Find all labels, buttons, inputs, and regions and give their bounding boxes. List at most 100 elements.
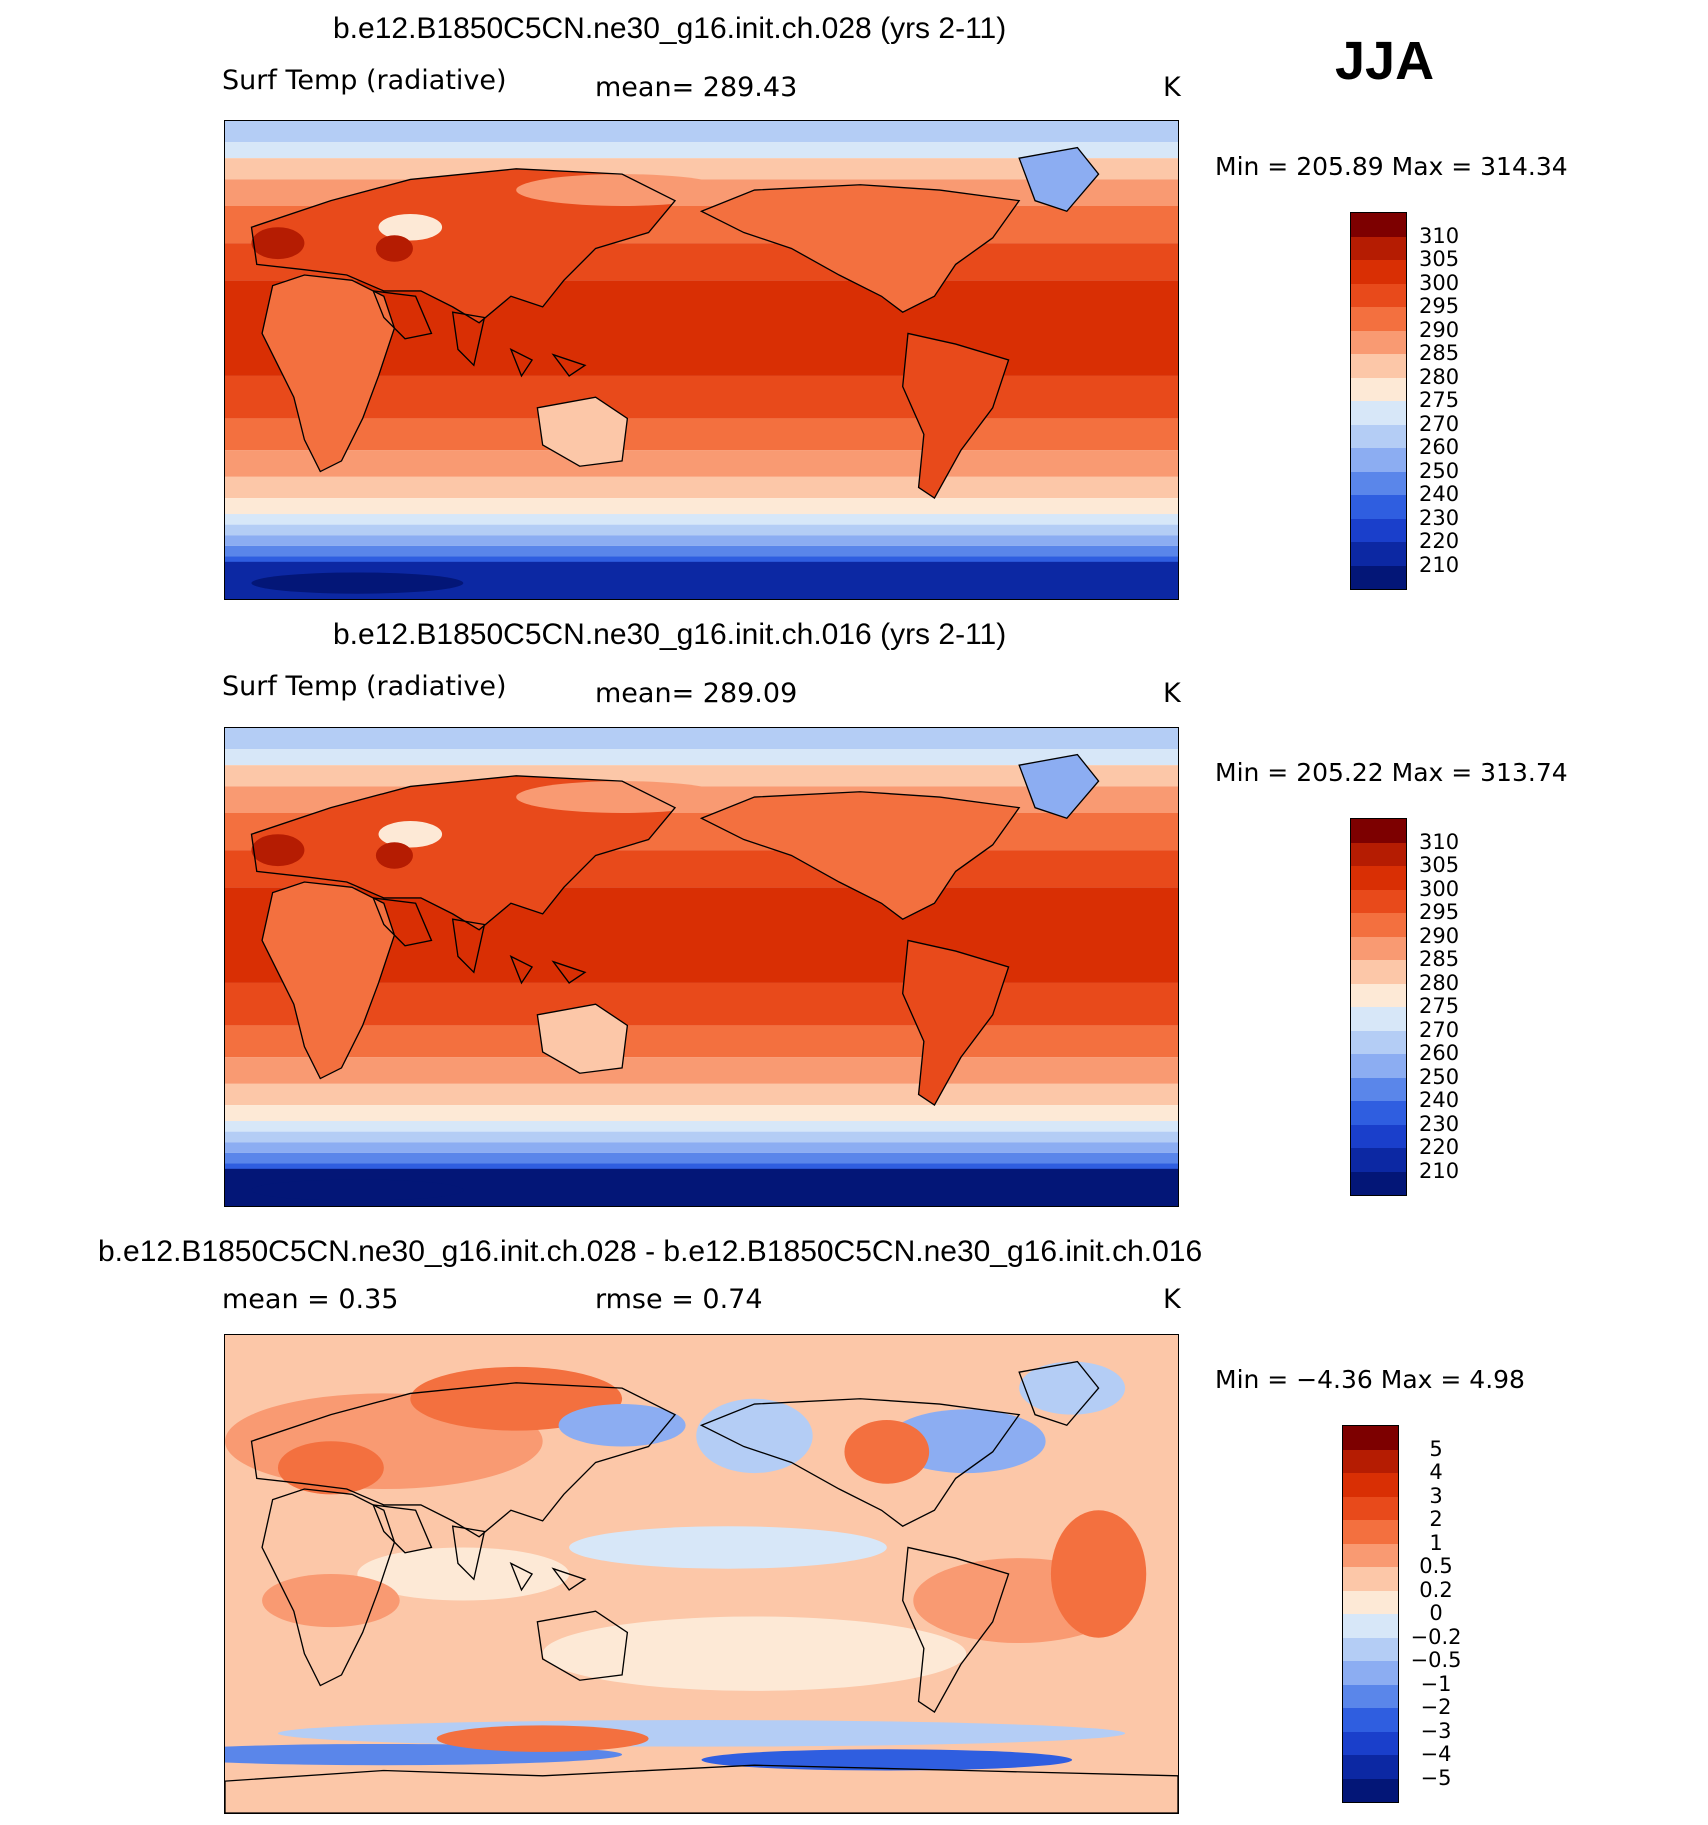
colorbar-cell <box>1351 842 1406 866</box>
colorbar-cell <box>1343 1684 1398 1708</box>
colorbar-tick-label: 285 <box>1419 341 1460 365</box>
panel1-map <box>224 120 1179 600</box>
colorbar-tick-label: 290 <box>1419 317 1460 342</box>
colorbar-cell <box>1351 960 1406 984</box>
colorbar-tick-label: 285 <box>1419 947 1460 971</box>
colorbar-tick-label: 305 <box>1419 853 1460 877</box>
colorbar-cell <box>1351 260 1406 284</box>
colorbar-cell <box>1351 236 1406 260</box>
colorbar-cell <box>1351 377 1406 401</box>
panel1-mean-label: mean= 289.43 <box>595 72 798 103</box>
panel3-map <box>224 1334 1179 1814</box>
panel1-minmax: Min = 205.89 Max = 314.34 <box>1215 152 1568 181</box>
colorbar-cell <box>1343 1426 1398 1450</box>
colorbar-tick-label: 0.2 <box>1419 1577 1453 1602</box>
colorbar-cell <box>1343 1543 1398 1567</box>
colorbar-cell <box>1351 471 1406 495</box>
panel1-variable-label: Surf Temp (radiative) <box>222 65 507 96</box>
colorbar-cell <box>1351 1101 1406 1125</box>
colorbar-cell <box>1351 424 1406 448</box>
colorbar-tick-label: −1 <box>1420 1671 1452 1696</box>
colorbar-cell <box>1343 1590 1398 1614</box>
season-label: JJA <box>1335 31 1435 91</box>
colorbar-cell <box>1351 565 1406 589</box>
colorbar-cell <box>1351 213 1406 237</box>
colorbar-tick-label: 305 <box>1419 247 1460 271</box>
colorbar-tick-label: 275 <box>1419 994 1460 1018</box>
panel2-colorbar <box>1350 818 1407 1196</box>
colorbar-tick-label: 310 <box>1419 223 1460 248</box>
colorbar-cell <box>1351 354 1406 378</box>
colorbar-cell <box>1351 1148 1406 1172</box>
colorbar-tick-label: 270 <box>1419 411 1460 436</box>
panel1-units: K <box>1163 72 1181 103</box>
colorbar-tick-label: 250 <box>1419 1064 1460 1089</box>
colorbar-cell <box>1351 1007 1406 1031</box>
colorbar-tick-label: 280 <box>1419 970 1460 995</box>
colorbar-tick-label: −0.5 <box>1410 1648 1462 1672</box>
panel2-title: b.e12.B1850C5CN.ne30_g16.init.ch.016 (yr… <box>333 618 1007 651</box>
colorbar-cell <box>1351 330 1406 354</box>
colorbar-tick-label: 240 <box>1419 482 1460 506</box>
colorbar-tick-label: 230 <box>1419 505 1460 530</box>
colorbar-tick-label: −2 <box>1420 1695 1452 1719</box>
colorbar-tick-label: 5 <box>1429 1436 1443 1461</box>
colorbar-cell <box>1351 913 1406 937</box>
panel2-variable-label: Surf Temp (radiative) <box>222 671 507 702</box>
colorbar-tick-label: −4 <box>1420 1742 1452 1766</box>
colorbar-tick-label: 295 <box>1419 900 1460 924</box>
colorbar-tick-label: 300 <box>1419 270 1460 295</box>
panel2-mean-label: mean= 289.09 <box>595 678 798 709</box>
panel2-minmax: Min = 205.22 Max = 313.74 <box>1215 758 1568 787</box>
panel3-title: b.e12.B1850C5CN.ne30_g16.init.ch.028 - b… <box>98 1235 1203 1268</box>
map-field <box>225 1335 1178 1813</box>
colorbar-cell <box>1343 1520 1398 1544</box>
colorbar-cell <box>1351 1030 1406 1054</box>
colorbar-tick-label: −0.2 <box>1410 1624 1462 1649</box>
map-field <box>225 728 1178 1206</box>
panel3-minmax: Min = −4.36 Max = 4.98 <box>1215 1365 1525 1394</box>
colorbar-cell <box>1351 495 1406 519</box>
colorbar-cell <box>1351 936 1406 960</box>
panel2-units: K <box>1163 678 1181 709</box>
colorbar-tick-label: 0 <box>1429 1601 1443 1625</box>
colorbar-tick-label: 0.5 <box>1419 1554 1453 1578</box>
colorbar-tick-label: 290 <box>1419 923 1460 948</box>
colorbar-cell <box>1351 1171 1406 1195</box>
colorbar-cell <box>1343 1496 1398 1520</box>
panel3-mean-label: mean = 0.35 <box>222 1284 399 1315</box>
panel1-title: b.e12.B1850C5CN.ne30_g16.init.ch.028 (yr… <box>333 12 1007 45</box>
colorbar-tick-label: 4 <box>1429 1460 1443 1484</box>
colorbar-tick-label: 2 <box>1429 1507 1443 1531</box>
colorbar-tick-label: 1 <box>1429 1530 1443 1555</box>
colorbar-cell <box>1351 1054 1406 1078</box>
colorbar-tick-label: 210 <box>1419 552 1460 577</box>
panel2-map <box>224 727 1179 1207</box>
colorbar-cell <box>1351 983 1406 1007</box>
colorbar-cell <box>1351 307 1406 331</box>
colorbar-cell <box>1343 1473 1398 1497</box>
colorbar-cell <box>1351 448 1406 472</box>
colorbar-tick-label: 230 <box>1419 1111 1460 1136</box>
colorbar-tick-label: 260 <box>1419 1041 1460 1065</box>
colorbar-tick-label: 300 <box>1419 876 1460 901</box>
panel3-rmse-label: rmse = 0.74 <box>595 1284 763 1315</box>
colorbar-tick-label: 310 <box>1419 829 1460 854</box>
colorbar-tick-label: 240 <box>1419 1088 1460 1112</box>
colorbar-cell <box>1343 1637 1398 1661</box>
colorbar-tick-label: 220 <box>1419 529 1460 553</box>
colorbar-tick-label: 280 <box>1419 364 1460 389</box>
colorbar-cell <box>1351 819 1406 843</box>
colorbar-tick-label: −5 <box>1420 1765 1452 1790</box>
colorbar-cell <box>1351 283 1406 307</box>
colorbar-tick-label: 295 <box>1419 294 1460 318</box>
colorbar-tick-label: −3 <box>1420 1718 1452 1743</box>
colorbar-cell <box>1343 1661 1398 1685</box>
map-field <box>225 121 1178 599</box>
colorbar-cell <box>1351 542 1406 566</box>
colorbar-tick-label: 260 <box>1419 435 1460 459</box>
colorbar-cell <box>1343 1778 1398 1802</box>
colorbar-cell <box>1343 1755 1398 1779</box>
colorbar-cell <box>1343 1708 1398 1732</box>
colorbar-cell <box>1343 1449 1398 1473</box>
